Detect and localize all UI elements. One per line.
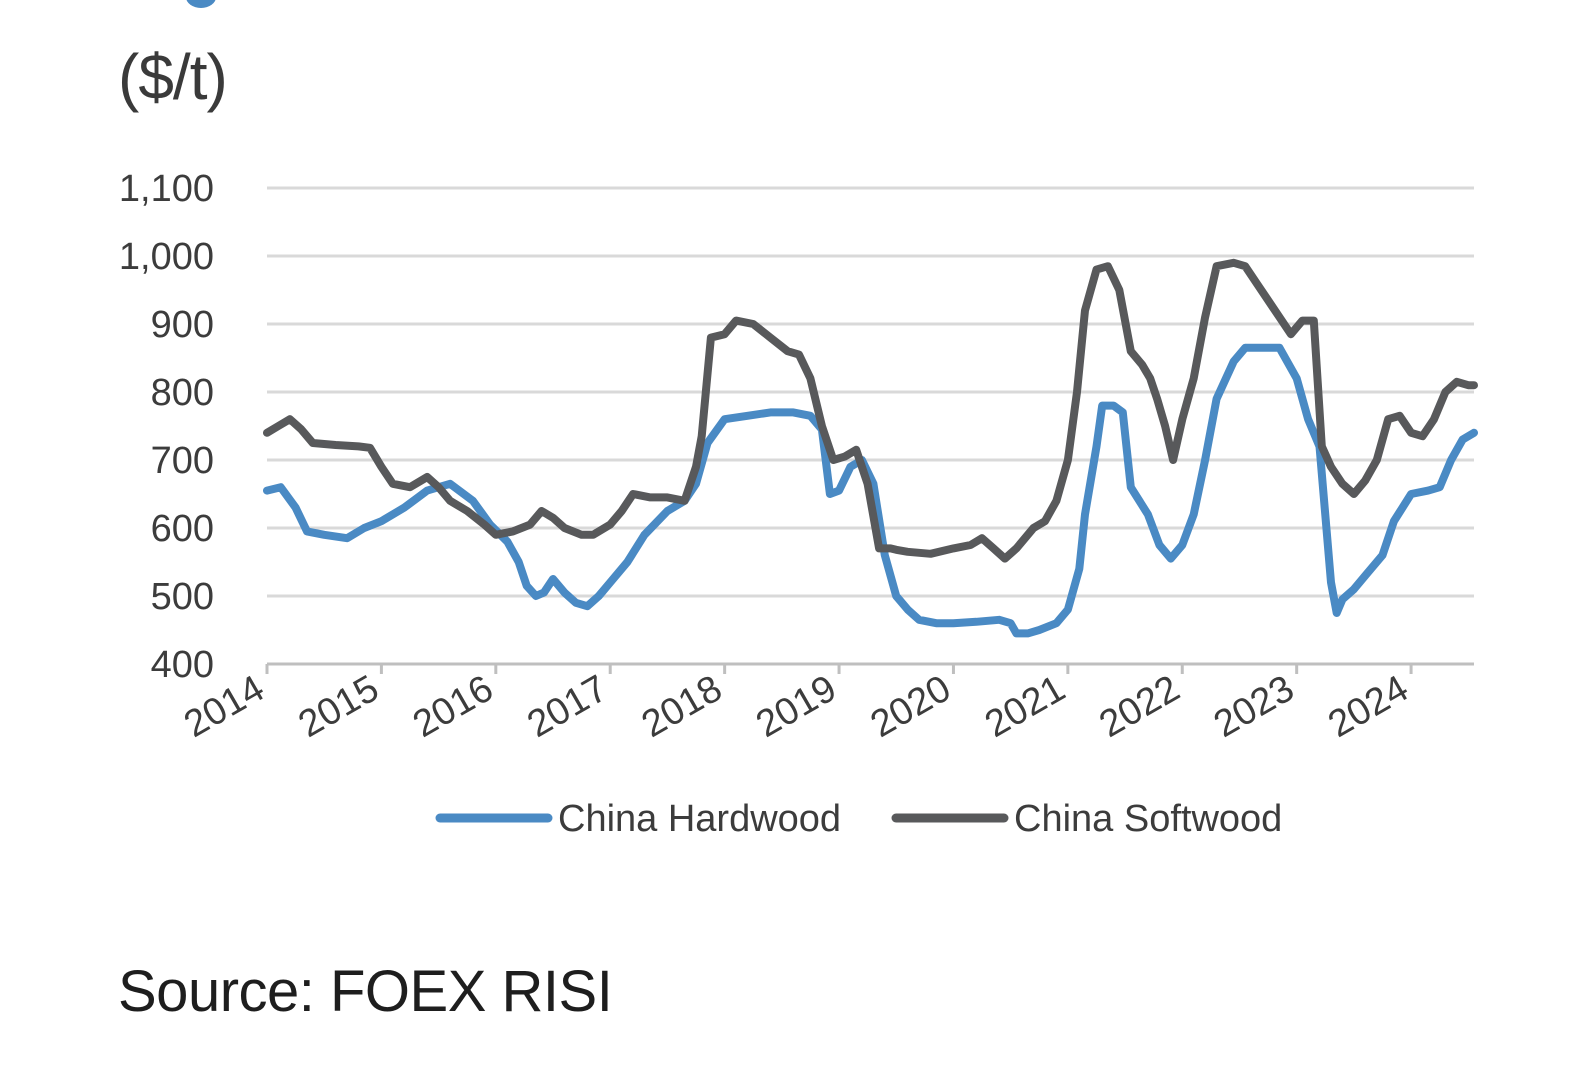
legend-label: China Softwood [1014, 798, 1282, 840]
x-tick-label: 2016 [406, 667, 500, 746]
y-tick-label: 700 [151, 440, 214, 482]
y-tick-label: 500 [151, 576, 214, 618]
legend: China Hardwood China Softwood [435, 798, 1282, 840]
x-tick-label: 2017 [521, 667, 615, 746]
legend-label: China Hardwood [558, 798, 841, 840]
x-tick-label: 2021 [978, 667, 1072, 746]
y-axis-tick-labels: 400 500 600 700 800 900 1,000 1,100 [119, 168, 214, 686]
series-line-softwood [263, 258, 1478, 563]
y-tick-label: 400 [151, 644, 214, 686]
top-marker-dot [186, 0, 216, 8]
x-axis [265, 662, 1474, 674]
x-tick-label: 2018 [635, 667, 729, 746]
y-tick-label: 800 [151, 372, 214, 414]
y-axis-unit-label: ($/t) [118, 41, 228, 113]
x-tick-label: 2020 [864, 667, 958, 746]
y-tick-label: 600 [151, 508, 214, 550]
source-note: Source: FOEX RISI [118, 959, 613, 1024]
x-tick-label: 2024 [1321, 667, 1415, 746]
x-axis-tick-labels: 2014 2015 2016 2017 2018 2019 2020 2021 2022 2023… [177, 667, 1415, 746]
y-tick-label: 1,000 [119, 236, 214, 278]
series-lines [263, 258, 1478, 638]
x-tick-label: 2023 [1207, 667, 1301, 746]
x-tick-label: 2019 [749, 667, 843, 746]
gridlines [267, 186, 1474, 598]
series-line-hardwood [263, 343, 1478, 638]
x-tick-label: 2015 [292, 667, 386, 746]
y-tick-label: 1,100 [119, 168, 214, 210]
y-tick-label: 900 [151, 304, 214, 346]
x-tick-label: 2022 [1093, 667, 1187, 746]
